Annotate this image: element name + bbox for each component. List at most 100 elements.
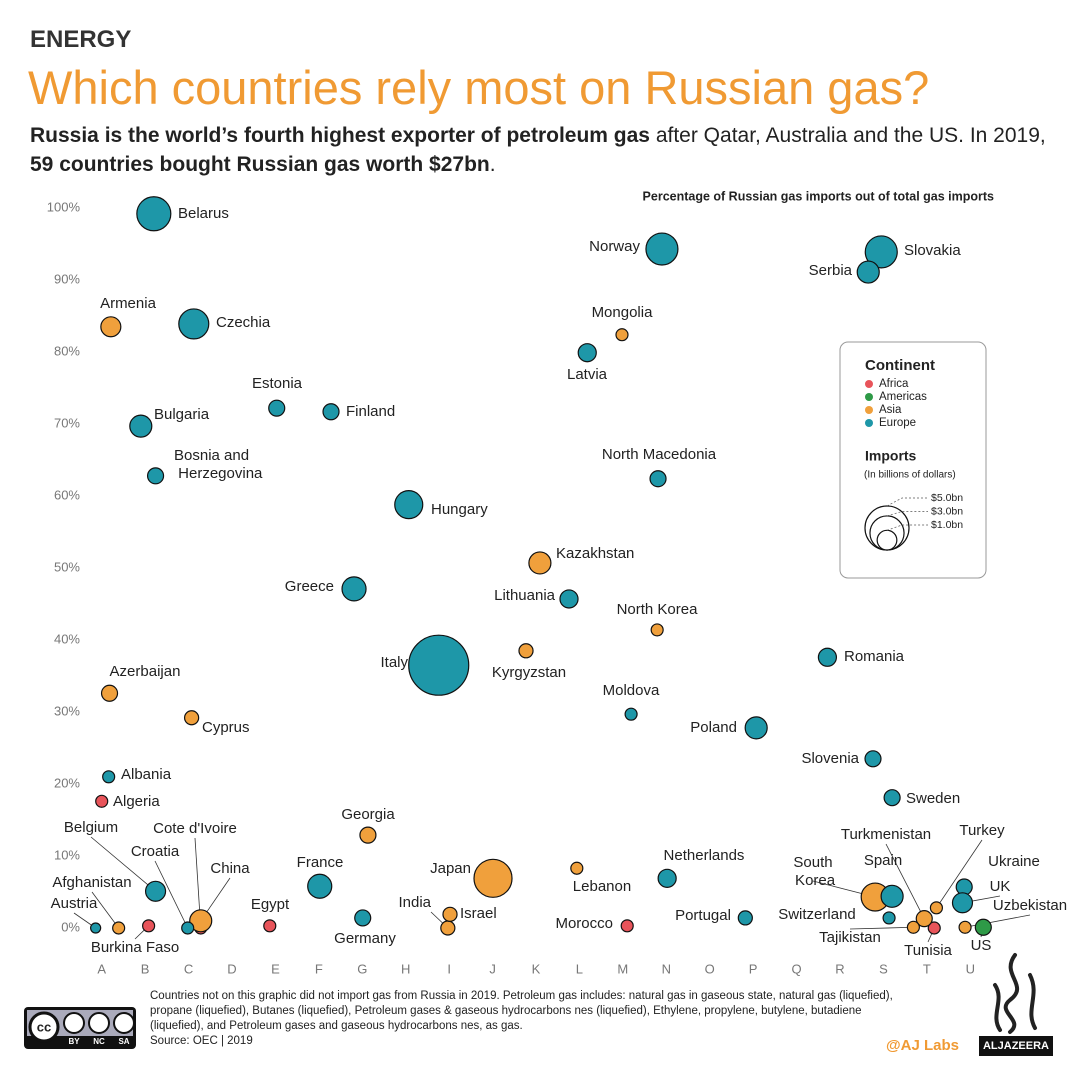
x-tick-label: T [923, 961, 931, 976]
x-tick-label: F [315, 961, 323, 976]
point-label: Czechia [216, 314, 271, 331]
point-label: Burkina Faso [91, 939, 179, 956]
subtitle-segment: . [489, 153, 496, 176]
bubble [864, 235, 898, 269]
subtitle: Russia is the world’s fourth highest exp… [30, 121, 1060, 179]
footnote-block: Countries not on this graphic did not im… [150, 989, 910, 1049]
x-tick-label: I [447, 961, 451, 976]
bubble [181, 921, 195, 935]
point-label: Turkmenistan [841, 826, 931, 843]
y-tick-label: 40% [54, 631, 80, 646]
point-label: Lithuania [494, 587, 556, 604]
point-label: Austria [51, 895, 98, 912]
size-legend-leader [886, 511, 928, 517]
size-legend-subtitle: (In billions of dollars) [864, 470, 956, 481]
subtitle-segment: 59 countries bought Russian gas worth $2… [30, 153, 490, 176]
point-label: Norway [589, 238, 640, 255]
point-label: Croatia [131, 843, 180, 860]
bubble [929, 901, 943, 915]
point-label: Cyprus [202, 719, 250, 736]
y-tick-label: 20% [54, 775, 80, 790]
x-tick-label: A [97, 961, 106, 976]
point-label: Kyrgyzstan [492, 664, 566, 681]
credit: @AJ Labs [886, 1037, 959, 1054]
bubble [737, 910, 753, 926]
bubble [129, 414, 153, 438]
logo: ALJAZEERA [979, 1036, 1053, 1056]
x-tick-label: P [749, 961, 758, 976]
legend-label: Americas [879, 391, 927, 403]
subtitle-segment: Russia is the world’s fourth highest exp… [30, 124, 650, 147]
point-label: Albania [121, 766, 172, 783]
bubble [951, 892, 974, 914]
point-label: Algeria [113, 793, 160, 810]
point-label: Serbia [809, 262, 853, 279]
bubble [657, 868, 677, 888]
bubble [183, 710, 200, 726]
x-tick-label: N [662, 961, 671, 976]
bubble [408, 634, 470, 696]
cc-logo: cc BY NC SA [24, 1007, 136, 1049]
legend-swatch [865, 406, 873, 414]
x-tick-label: G [357, 961, 367, 976]
x-tick-label: O [705, 961, 715, 976]
point-label: Kazakhstan [556, 545, 634, 562]
bubble [394, 490, 424, 520]
bubble [974, 918, 992, 936]
point-label: Belgium [64, 819, 118, 836]
size-legend-label: $1.0bn [931, 519, 963, 531]
x-tick-label: R [835, 961, 844, 976]
point-label: Hungary [431, 501, 488, 518]
point-label: France [297, 854, 344, 871]
point-label: Sweden [906, 790, 960, 807]
bubble [624, 707, 638, 721]
point-label: Netherlands [664, 847, 745, 864]
y-tick-label: 90% [54, 271, 80, 286]
point-label: Israel [460, 905, 497, 922]
bubble [178, 308, 210, 340]
bubble [927, 921, 941, 935]
legend-swatch [865, 393, 873, 401]
bubble [322, 403, 340, 421]
title: Which countries rely most on Russian gas… [28, 61, 930, 114]
bubble [620, 919, 634, 933]
footnote: Countries not on this graphic did not im… [150, 990, 893, 1032]
license-label: SA [118, 1037, 129, 1046]
bubble [880, 884, 904, 908]
point-label: Romania [844, 648, 905, 665]
bubble [528, 551, 552, 575]
point-label: North Korea [617, 601, 699, 618]
kicker: ENERGY [30, 26, 132, 53]
bubbles [90, 196, 992, 936]
x-tick-label: Q [792, 961, 802, 976]
bubble [744, 716, 768, 740]
point-label: Egypt [251, 896, 290, 913]
point-label: Turkey [959, 822, 1005, 839]
x-tick-label: B [141, 961, 150, 976]
point-label: Mongolia [592, 304, 654, 321]
point-label: UK [990, 878, 1011, 895]
bubble [615, 328, 629, 342]
x-tick-label: C [184, 961, 193, 976]
bubble [341, 576, 367, 602]
bubble [650, 623, 664, 637]
x-tick-label: H [401, 961, 410, 976]
point-label: Belarus [178, 205, 229, 222]
bubble [645, 232, 679, 266]
bubble [90, 922, 102, 934]
point-label: Uzbekistan [993, 897, 1067, 914]
bubble [263, 919, 277, 933]
license-label: BY [68, 1037, 80, 1046]
leader-line [91, 891, 119, 929]
point-label: Afghanistan [52, 874, 131, 891]
point-label: Slovakia [904, 242, 961, 259]
leader-line [90, 836, 156, 892]
y-tick-label: 10% [54, 847, 80, 862]
point-label: Poland [690, 719, 737, 736]
x-tick-label: K [532, 961, 541, 976]
aj-emblem [993, 953, 1037, 1034]
point-label: US [971, 937, 992, 954]
point-label: North Macedonia [602, 446, 717, 463]
point-label: China [210, 860, 250, 877]
